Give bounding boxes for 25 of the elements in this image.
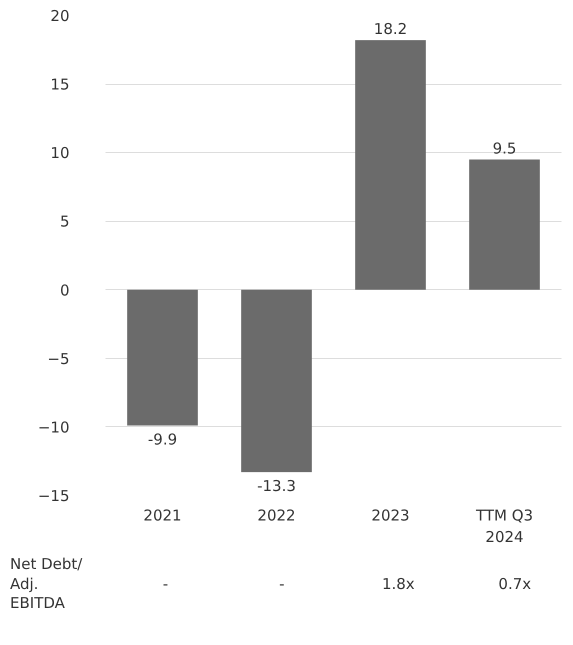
text: -: [278, 574, 286, 594]
y-tick-label: 10: [50, 144, 70, 162]
bar: [355, 40, 426, 290]
bar: [241, 290, 312, 472]
data-label: -9.9: [148, 430, 178, 449]
x-tick-label: 2022: [257, 506, 296, 524]
y-tick-label: −15: [38, 487, 70, 505]
y-tick-label: −10: [38, 418, 70, 436]
bar: [127, 290, 198, 426]
x-tick-label: 2023: [371, 506, 410, 524]
data-label: 9.5: [492, 140, 516, 158]
data-label: 18.2: [374, 20, 408, 38]
y-tick-label: −5: [47, 350, 70, 368]
text: 0.7x: [497, 574, 532, 594]
y-tick-label: 5: [60, 212, 70, 231]
bar: [469, 160, 540, 290]
y-tick-label: 15: [50, 76, 70, 94]
data-label: -13.3: [257, 477, 296, 496]
text: -: [162, 574, 170, 594]
y-tick-label: 20: [50, 7, 70, 25]
x-tick-label: 2021: [143, 506, 182, 524]
text: 1.8x: [380, 574, 416, 594]
text: Net Debt/ Adj. EBITDA: [9, 555, 84, 614]
x-tick-label: TTM Q3 2024: [474, 506, 534, 546]
y-tick-label: 0: [60, 281, 70, 300]
